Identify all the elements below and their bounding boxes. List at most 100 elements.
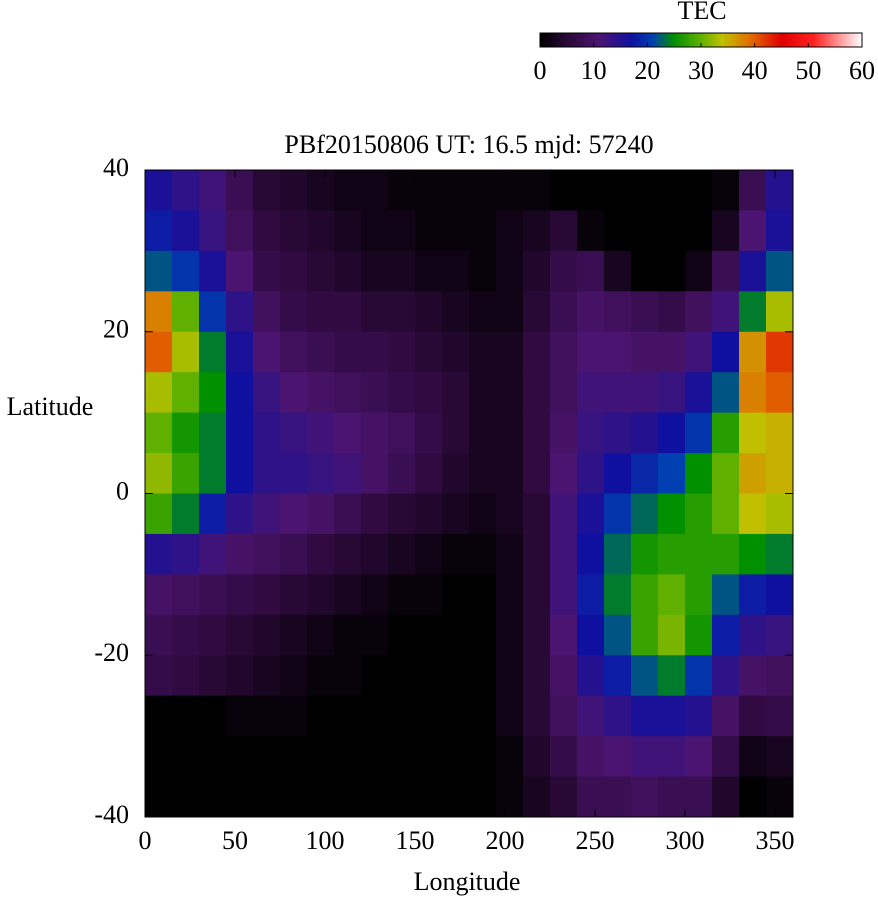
- heatmap-cell: [739, 291, 767, 333]
- heatmap-cell: [631, 170, 659, 211]
- heatmap-cell: [280, 291, 308, 333]
- heatmap-cell: [469, 210, 497, 252]
- heatmap-cell: [253, 331, 281, 373]
- heatmap-cell: [226, 614, 254, 656]
- heatmap-cell: [496, 533, 524, 575]
- heatmap-cell: [145, 574, 173, 616]
- heatmap-cell: [199, 574, 227, 616]
- heatmap-cell: [631, 574, 659, 616]
- heatmap-cell: [172, 170, 200, 211]
- heatmap-cell: [253, 655, 281, 697]
- heatmap-cell: [388, 250, 416, 292]
- heatmap-cell: [550, 574, 578, 616]
- heatmap-cell: [172, 210, 200, 252]
- heatmap-cell: [415, 776, 443, 818]
- heatmap-cell: [604, 533, 632, 575]
- heatmap-cell: [577, 614, 605, 656]
- x-tick-label: 350: [756, 826, 795, 855]
- heatmap-cell: [523, 736, 551, 778]
- heatmap-cell: [226, 412, 254, 454]
- heatmap-cell: [253, 412, 281, 454]
- heatmap-cell: [280, 453, 308, 494]
- heatmap-cell: [739, 736, 767, 778]
- heatmap-cell: [172, 533, 200, 575]
- heatmap-cell: [280, 250, 308, 292]
- heatmap-cell: [577, 372, 605, 414]
- heatmap-cell: [523, 412, 551, 454]
- heatmap-cell: [280, 170, 308, 211]
- heatmap-cell: [550, 291, 578, 333]
- heatmap-cell: [766, 291, 794, 333]
- heatmap-cell: [577, 776, 605, 818]
- heatmap-cell: [469, 331, 497, 373]
- heatmap-cell: [442, 574, 470, 616]
- heatmap-cell: [712, 493, 740, 535]
- heatmap-cell: [658, 453, 686, 494]
- heatmap-cell: [361, 614, 389, 656]
- colorbar-label: TEC: [677, 0, 726, 25]
- heatmap-cell: [631, 776, 659, 818]
- heatmap-cell: [712, 695, 740, 737]
- heatmap-cell: [550, 453, 578, 494]
- heatmap-cell: [550, 736, 578, 778]
- heatmap-cell: [739, 695, 767, 737]
- heatmap-cell: [388, 695, 416, 737]
- heatmap-cell: [307, 453, 335, 494]
- x-axis-label: Longitude: [414, 867, 521, 896]
- heatmap-cell: [604, 210, 632, 252]
- heatmap-cell: [361, 453, 389, 494]
- heatmap-cell: [145, 776, 173, 818]
- heatmap-cell: [172, 453, 200, 494]
- heatmap-cell: [145, 412, 173, 454]
- heatmap-cell: [550, 372, 578, 414]
- y-tick-label: 40: [103, 153, 129, 182]
- heatmap-cell: [712, 291, 740, 333]
- heatmap-cell: [415, 453, 443, 494]
- heatmap-cell: [199, 655, 227, 697]
- heatmap-cell: [523, 776, 551, 818]
- heatmap-cell: [145, 736, 173, 778]
- heatmap-cell: [226, 250, 254, 292]
- heatmap-cell: [199, 736, 227, 778]
- heatmap-cell: [469, 250, 497, 292]
- heatmap-cell: [604, 170, 632, 211]
- heatmap-cell: [766, 533, 794, 575]
- heatmap-cell: [415, 170, 443, 211]
- heatmap-cell: [658, 736, 686, 778]
- heatmap-cell: [577, 655, 605, 697]
- heatmap-cell: [631, 695, 659, 737]
- x-tick-label: 250: [576, 826, 615, 855]
- heatmap-cell: [739, 574, 767, 616]
- heatmap-cell: [604, 614, 632, 656]
- heatmap-cell: [307, 331, 335, 373]
- heatmap-cell: [631, 372, 659, 414]
- heatmap-cell: [388, 291, 416, 333]
- heatmap-cell: [307, 574, 335, 616]
- heatmap-cell: [523, 655, 551, 697]
- heatmap-cell: [145, 533, 173, 575]
- heatmap-cell: [685, 210, 713, 252]
- heatmap-cell: [631, 412, 659, 454]
- heatmap-cell: [577, 412, 605, 454]
- heatmap-cell: [226, 453, 254, 494]
- heatmap-cell: [172, 372, 200, 414]
- heatmap-cell: [388, 453, 416, 494]
- heatmap-cell: [334, 170, 362, 211]
- heatmap-cell: [766, 493, 794, 535]
- heatmap-cell: [523, 533, 551, 575]
- heatmap-cell: [469, 453, 497, 494]
- heatmap-cell: [631, 453, 659, 494]
- heatmap-cell: [442, 453, 470, 494]
- colorbar-tick-label: 20: [634, 56, 660, 85]
- heatmap-cell: [442, 736, 470, 778]
- colorbar-tick-label: 30: [688, 56, 714, 85]
- heatmap-cell: [766, 210, 794, 252]
- heatmap-cell: [658, 493, 686, 535]
- heatmap-cell: [388, 736, 416, 778]
- heatmap-cell: [712, 331, 740, 373]
- heatmap-cell: [280, 533, 308, 575]
- heatmap-cell: [145, 655, 173, 697]
- heatmap-cell: [631, 250, 659, 292]
- heatmap-cell: [685, 493, 713, 535]
- heatmap-cell: [685, 372, 713, 414]
